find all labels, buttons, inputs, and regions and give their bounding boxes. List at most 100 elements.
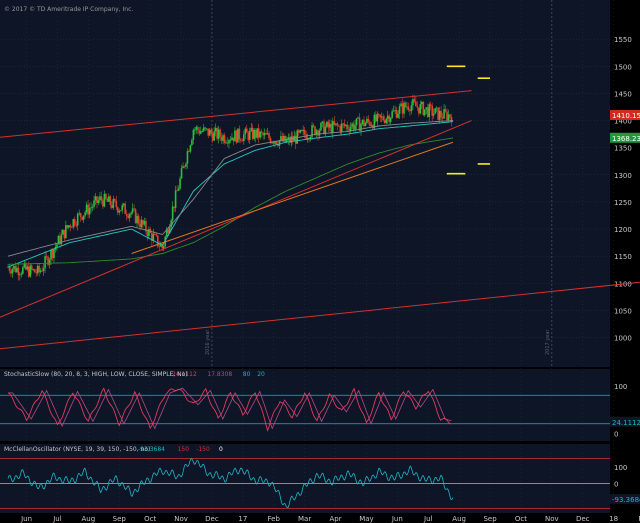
x-tick-label: Sep [113,515,127,523]
candle-body [223,135,226,143]
candle-body [265,133,267,135]
candle-body [121,205,124,211]
trendline [0,120,472,318]
candle-body [256,128,258,138]
x-tick-label: Feb [268,515,281,523]
candle-body [22,267,24,274]
candle-body [14,265,17,273]
candle-body [109,196,112,206]
year-marker-label: 2017 year [545,329,551,355]
candle-body [11,269,14,274]
candle-body [361,119,364,125]
candle-body [426,107,429,117]
candle-body [337,125,340,127]
candle-body [421,101,423,105]
candle-body [247,132,250,140]
candle-body [428,104,431,117]
candle-body [131,208,134,213]
candle-body [333,121,336,125]
candle-body [202,127,205,132]
year-marker-label: 2016 year [205,329,211,355]
x-tick-label: Jul [52,515,62,523]
candle-body [38,265,40,273]
x-tick-label: Oct [515,515,527,523]
candle-body [112,198,115,208]
candle-body [303,129,306,135]
candle-body [360,124,362,131]
trendline [0,281,640,350]
candle-body [35,272,37,274]
candle-body [309,136,312,140]
candle-body [443,109,445,119]
candle-body [363,119,365,127]
candle-body [289,137,291,143]
candle-body [314,126,316,135]
candle-body [446,111,448,121]
candle-body [234,130,236,142]
mcclellan-last-value: -93.3684 [612,496,640,504]
candle-body [191,139,193,146]
last-price-badge-bg [610,110,640,121]
candle-body [68,225,70,228]
mcclellan-line [7,457,454,509]
candle-body [386,115,389,119]
candle-body [277,144,279,146]
candle-body [237,128,239,143]
candle-body [62,229,64,235]
candle-body [383,120,386,124]
candle-body [183,166,186,168]
candle-body [352,123,355,130]
x-tick-label: Aug [452,515,466,523]
candle-body [48,259,51,265]
candle-body [111,205,113,208]
candle-body [76,214,79,226]
candle-body [36,265,39,274]
candle-body [87,204,89,215]
candle-body [32,269,35,271]
candle-body [260,131,263,133]
candle-body [216,127,218,139]
candle-body [42,268,45,272]
candle-body [195,127,198,130]
x-tick-label: Jun [391,515,403,523]
candle-body [105,193,107,199]
candle-body [351,123,353,127]
candle-body [145,220,147,232]
candle-body [294,135,297,144]
candle-body [308,137,310,140]
mcclellan-tick: 0 [614,481,618,489]
candle-body [8,267,11,271]
moving-average-badge: 1368.23 [612,135,640,143]
candle-body [358,117,361,131]
candle-body [205,128,208,130]
candle-body [268,133,270,139]
candle-body [44,256,46,269]
candle-body [423,109,426,116]
candle-body [366,118,368,124]
mcclellan-panel [0,444,610,513]
candle-body [128,214,131,218]
x-tick-label: Sep [483,515,497,523]
x-tick-label: Aug [82,515,96,523]
x-tick-label: Nov [174,515,188,523]
y-tick-label: 1150 [614,253,632,261]
candle-body [394,110,396,111]
candle-body [88,208,91,215]
candle-body [272,142,275,144]
candle-body [122,203,125,206]
candle-body [274,141,276,144]
candle-body [192,129,195,140]
candle-body [159,244,162,247]
candle-body [373,114,376,129]
y-tick-label: 1200 [614,226,632,234]
candle-body [217,129,220,139]
candle-body [70,227,73,228]
mcclellan-readout: 0 [219,446,223,453]
candle-body [180,168,183,179]
x-tick-label: Apr [329,515,341,523]
candle-body [100,196,103,201]
candle-body [370,125,373,127]
candle-body [312,125,315,127]
candle-body [225,142,227,144]
stochastic-badge-bg [610,416,640,427]
